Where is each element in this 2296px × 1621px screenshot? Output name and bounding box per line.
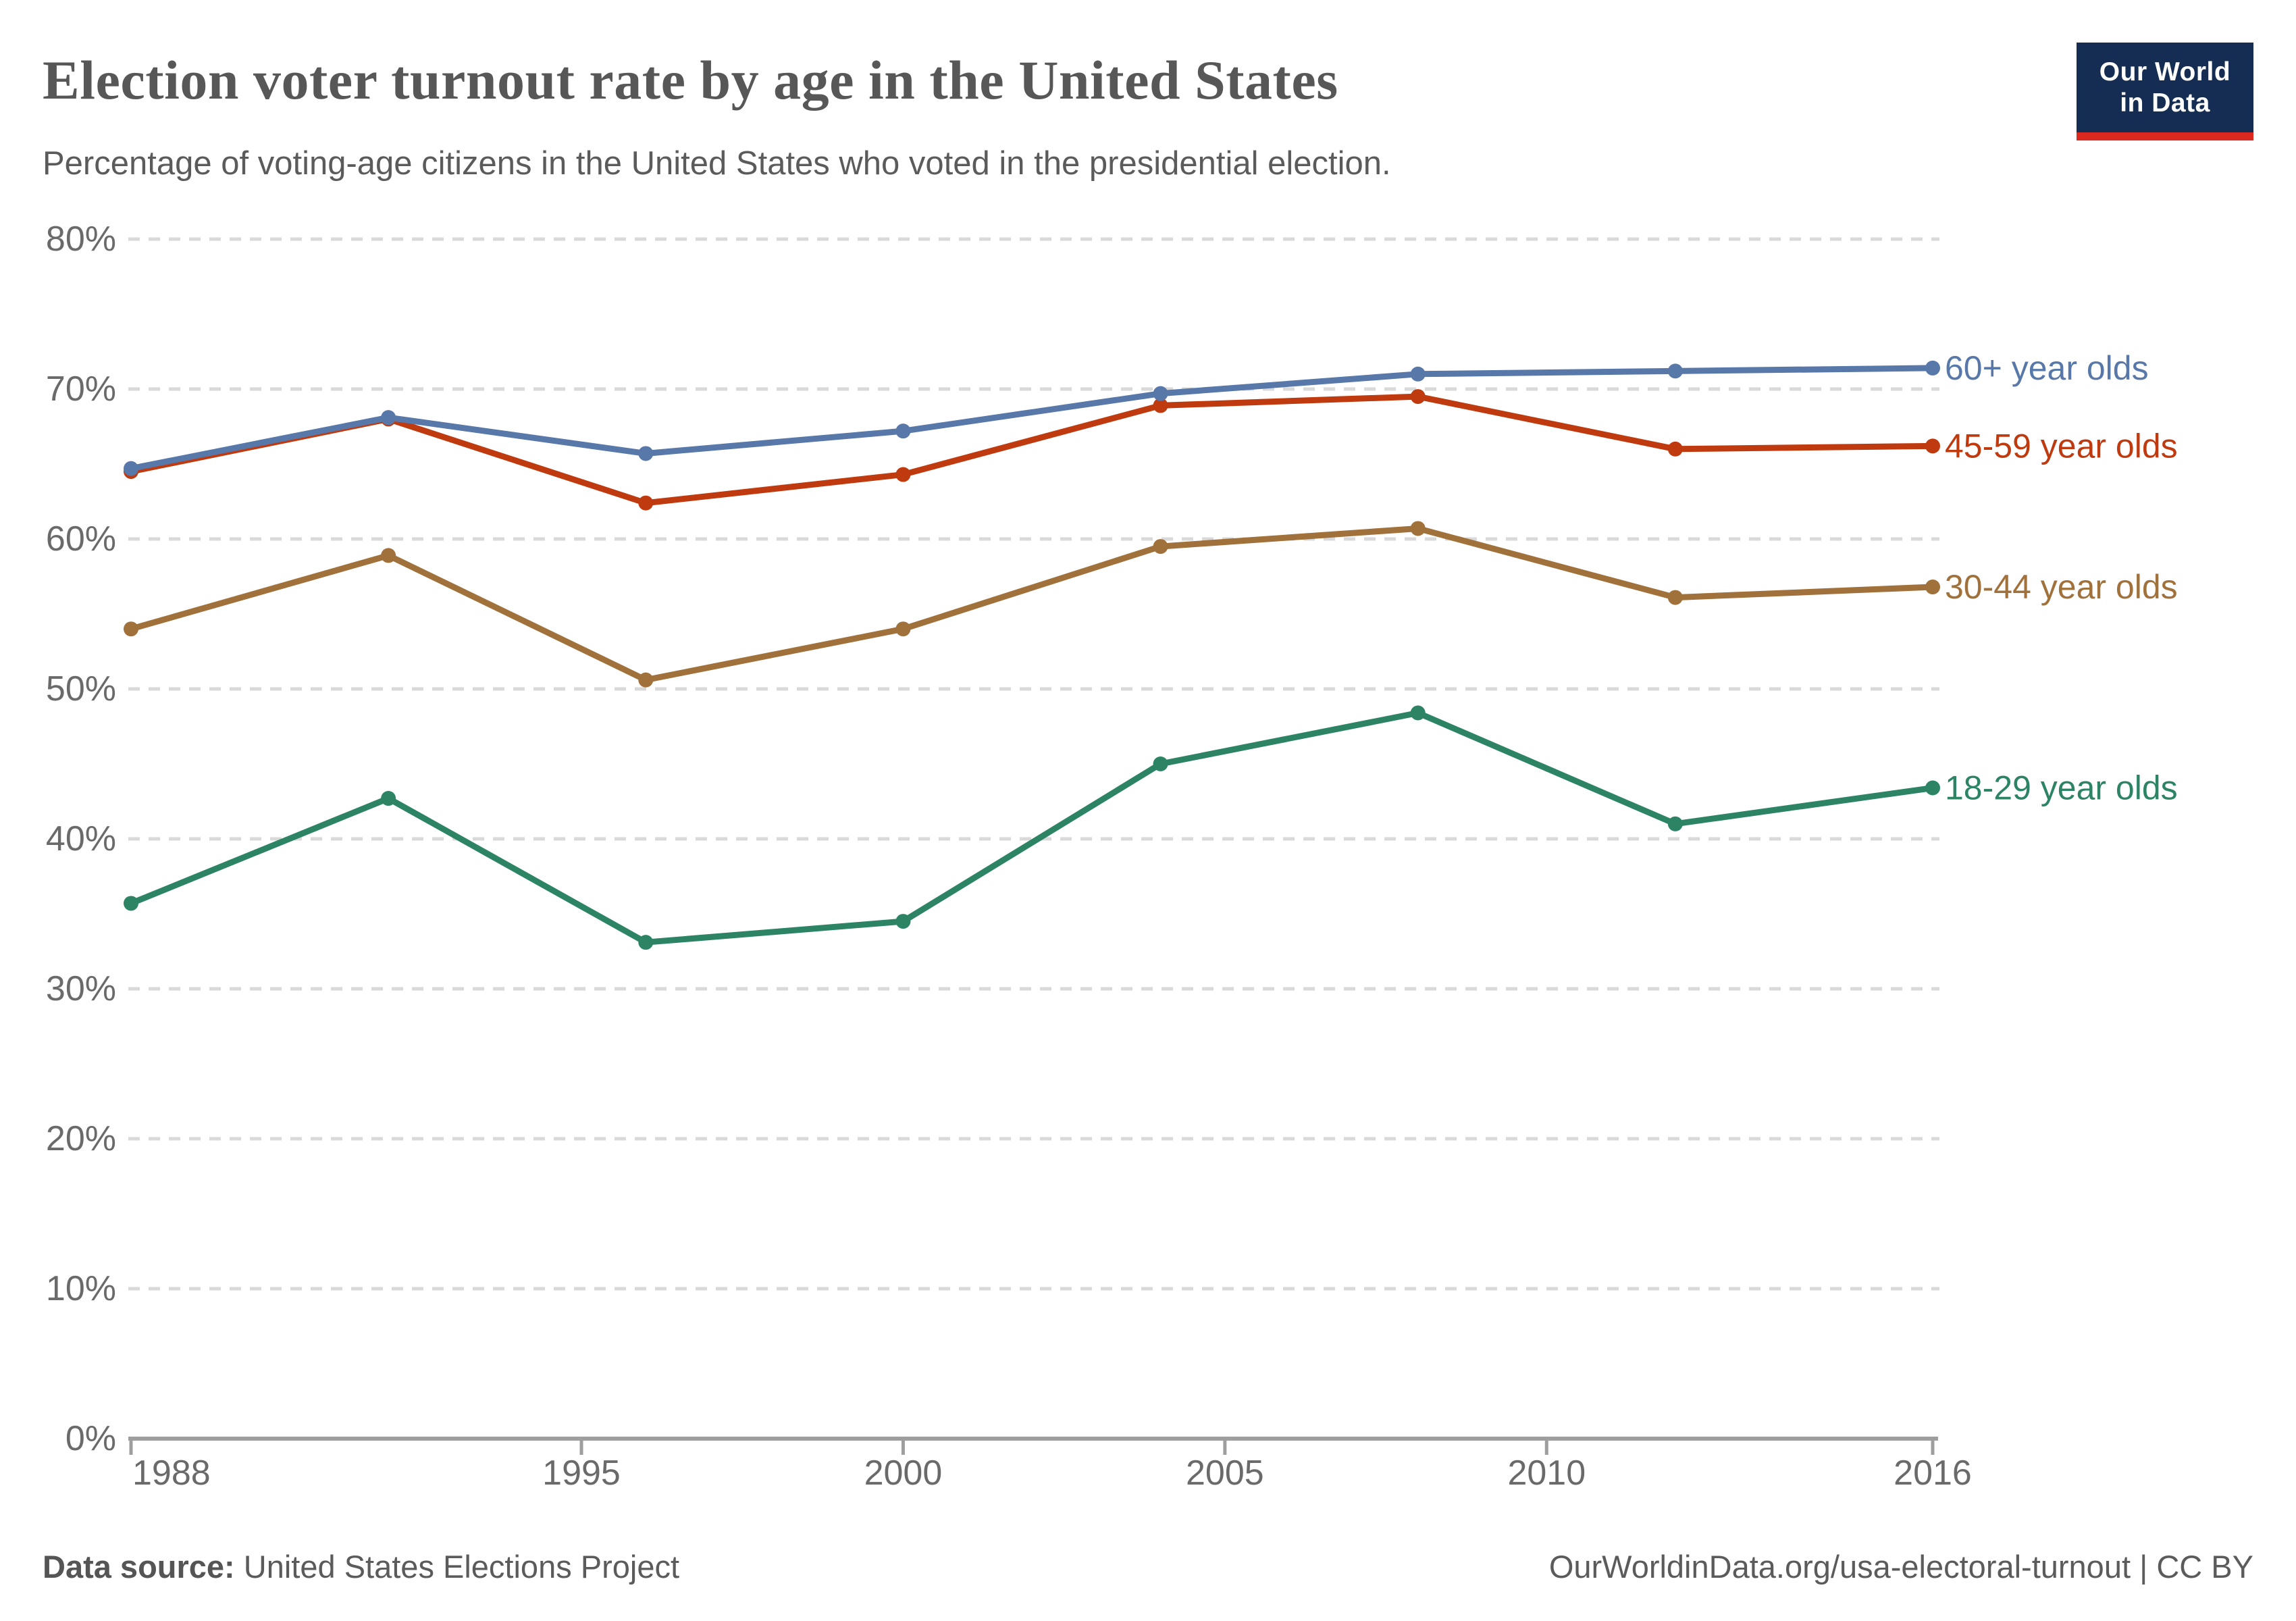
x-axis-label-1995: 1995 [542,1453,621,1493]
series-point-60-plus-1992 [381,410,396,426]
series-point-45-59-2008 [1410,389,1426,405]
owid-logo-text-line1: Our World [2099,57,2231,86]
y-axis-label-0: 0% [66,1419,116,1458]
series-point-18-29-2012 [1667,816,1683,831]
series-point-45-59-2012 [1667,441,1683,457]
y-axis-label-60: 60% [46,519,116,559]
series-point-30-44-2016 [1925,580,1940,595]
series-point-60-plus-2008 [1410,366,1426,382]
series-point-60-plus-1996 [638,446,654,461]
owid-logo-text-line2: in Data [2120,88,2210,118]
series-label-60-plus: 60+ year olds [1945,349,2149,387]
series-line-30-44 [128,525,1936,684]
series-point-60-plus-2016 [1925,360,1940,376]
series-line-18-29 [128,710,1936,946]
x-axis-label-2010: 2010 [1507,1453,1586,1493]
series-point-18-29-2016 [1925,780,1940,796]
series-point-30-44-2008 [1410,521,1426,536]
x-axis-label-2016: 2016 [1894,1453,1972,1493]
series-label-45-59: 45-59 year olds [1945,427,2178,465]
series-point-18-29-2000 [895,914,911,929]
x-axis-label-2000: 2000 [864,1453,943,1493]
series-point-45-59-2000 [895,467,911,482]
series-point-30-44-1992 [381,548,396,563]
series-point-30-44-2012 [1667,590,1683,605]
series-point-30-44-1996 [638,672,654,688]
y-axis-label-10: 10% [46,1269,116,1308]
series-line-60-plus [128,365,1936,472]
series-point-30-44-1988 [124,621,138,637]
data-source: Data source: United States Elections Pro… [43,1548,679,1585]
y-axis-label-30: 30% [46,969,116,1008]
x-axis-label-2005: 2005 [1186,1453,1264,1493]
series-point-60-plus-1988 [124,461,138,476]
series-point-18-29-1992 [381,791,396,806]
credit-link[interactable]: OurWorldinData.org/usa-electoral-turnout… [1548,1549,2253,1585]
series-point-18-29-1996 [638,935,654,950]
series-label-30-44: 30-44 year olds [1945,568,2178,606]
series-point-60-plus-2004 [1153,386,1168,401]
data-source-value: United States Elections Project [243,1549,680,1585]
y-axis-label-80: 80% [46,220,116,259]
x-axis-label-1988: 1988 [132,1453,211,1493]
footer: Data source: United States Elections Pro… [43,1548,2253,1585]
y-axis-label-70: 70% [46,369,116,409]
chart-subtitle: Percentage of voting-age citizens in the… [43,145,1391,182]
y-axis-label-40: 40% [46,819,116,858]
series-point-60-plus-2012 [1667,363,1683,379]
data-source-label: Data source: [43,1549,235,1585]
series-point-30-44-2004 [1153,539,1168,555]
series-point-45-59-1996 [638,495,654,511]
series-point-45-59-2004 [1153,398,1168,413]
series-point-30-44-2000 [895,621,911,637]
owid-logo-box: Our World in Data [2077,43,2253,132]
series-line-45-59 [128,393,1936,507]
owid-logo[interactable]: Our World in Data [2077,43,2253,140]
owid-logo-red-strip [2077,132,2253,140]
chart-title: Election voter turnout rate by age in th… [43,49,1338,111]
series-point-18-29-2008 [1410,705,1426,721]
y-axis-label-20: 20% [46,1119,116,1158]
series-point-60-plus-2000 [895,423,911,439]
series-point-18-29-2004 [1153,756,1168,771]
y-axis-label-50: 50% [46,669,116,709]
series-point-18-29-1988 [124,896,138,911]
series-point-45-59-2016 [1925,438,1940,454]
series-label-18-29: 18-29 year olds [1945,769,2178,807]
